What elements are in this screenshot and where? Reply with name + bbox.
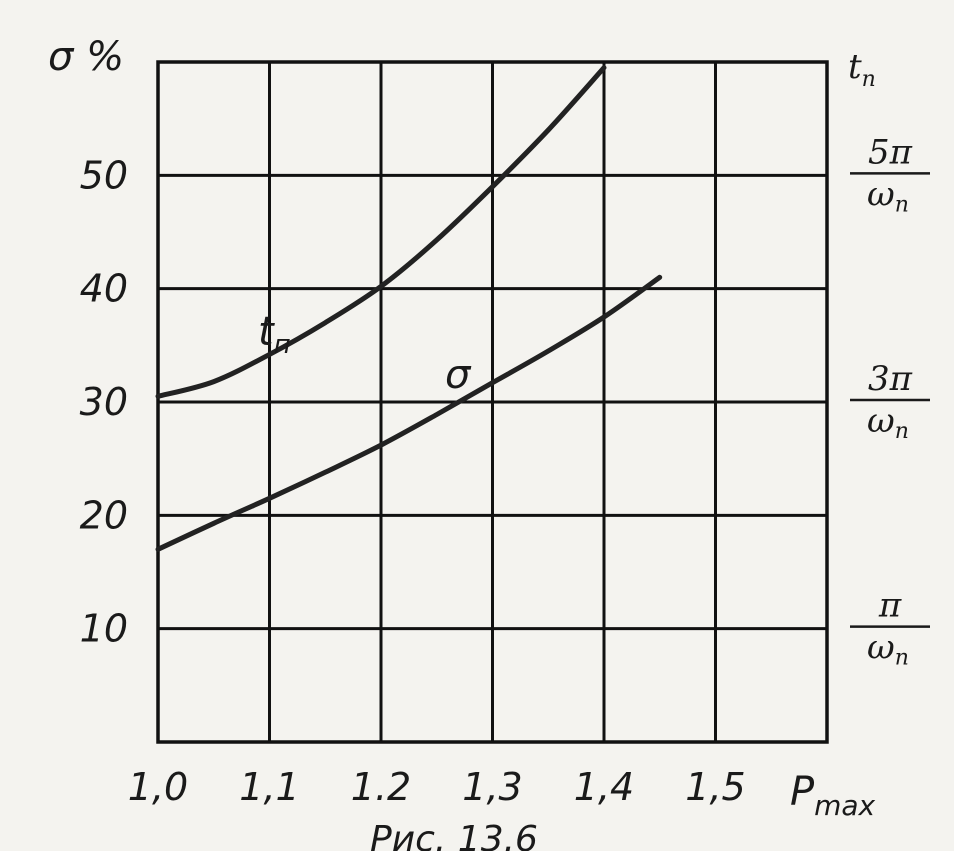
x-tick-label: 1,4 — [574, 765, 634, 809]
x-tick-label: 1,0 — [128, 765, 188, 809]
x-tick-label: 1.2 — [351, 765, 411, 809]
x-axis-title-sub: max — [814, 789, 875, 822]
y-tick-labels: 10 20 30 40 50 — [80, 153, 128, 650]
y-tick-label: 20 — [80, 493, 128, 537]
series-label-tn-sub: п — [274, 330, 291, 360]
x-tick-label: 1,5 — [685, 765, 745, 809]
right-label-numerator: π — [878, 586, 902, 626]
curves — [155, 65, 663, 552]
plot-frame — [156, 60, 829, 744]
y-axis-title: σ % — [48, 34, 124, 80]
right-axis-title-sub: п — [862, 67, 876, 92]
y-tick-label: 10 — [80, 607, 128, 651]
grid — [158, 62, 827, 742]
series-tn-line — [155, 65, 607, 399]
x-tick-label: 1,3 — [462, 765, 522, 809]
series-label-tn-main: t — [258, 309, 275, 355]
right-label-denominator: ωп — [867, 401, 909, 444]
series-sigma-line — [155, 274, 663, 552]
figure-caption: Рис. 13.6 — [370, 819, 538, 851]
right-axis-title-main: t — [848, 47, 862, 87]
x-axis-title-main: P — [790, 769, 815, 815]
right-axis-label: πωп — [850, 586, 930, 671]
right-label-numerator: 5π — [868, 132, 913, 172]
x-tick-labels: 1,0 1,1 1.2 1,3 1,4 1,5 — [128, 765, 746, 809]
series-label-tn: tп — [258, 309, 291, 360]
y-tick-label: 50 — [80, 153, 128, 197]
right-label-denominator: ωп — [867, 174, 909, 217]
y-tick-label: 30 — [80, 380, 128, 424]
x-tick-label: 1,1 — [239, 765, 299, 809]
x-axis-title: Pmax — [790, 769, 876, 822]
right-axis-title: tп — [848, 47, 876, 92]
right-label-numerator: 3π — [868, 359, 913, 399]
right-label-denominator: ωп — [867, 628, 909, 671]
series-label-sigma: σ — [445, 352, 472, 398]
y-tick-label: 40 — [80, 267, 128, 311]
